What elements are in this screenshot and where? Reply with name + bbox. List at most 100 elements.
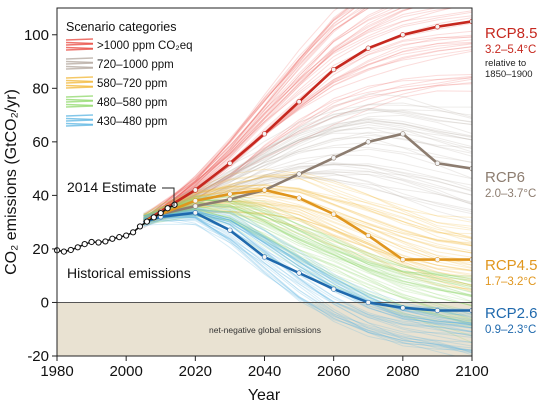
scenario-line	[143, 82, 472, 225]
scenario-line	[143, 114, 472, 219]
scenario-line	[143, 8, 350, 215]
x-axis: 1980 2000 2020 2040 2060 2080 2100	[40, 356, 489, 380]
scenario-line	[143, 208, 472, 306]
scenario-line	[143, 187, 472, 247]
scenario-line	[143, 199, 472, 289]
y-axis-title: CO₂ emissions (GtCO₂/yr)	[3, 89, 20, 275]
scenario-line	[143, 213, 472, 337]
scenario-line	[143, 8, 356, 222]
scenario-line	[143, 209, 472, 324]
legend-title: Scenario categories	[66, 20, 176, 34]
scenario-line	[143, 217, 472, 354]
rcp-range-label: 0.9–2.3°C	[485, 324, 536, 336]
historical-point	[143, 218, 151, 225]
series-point	[331, 155, 337, 161]
scenario-line	[143, 8, 361, 219]
x-tick-label: 2000	[109, 363, 142, 380]
scenario-line	[143, 207, 472, 313]
scenario-line	[143, 8, 348, 215]
scenario-line	[143, 216, 472, 353]
scenario-line	[143, 211, 472, 327]
scenario-line	[143, 218, 472, 343]
series-point	[296, 270, 302, 276]
scenario-line	[143, 212, 472, 356]
series-point	[469, 307, 472, 314]
historical-label: Historical emissions	[67, 265, 191, 281]
estimate-2014-pointer	[162, 187, 175, 206]
scenario-line	[143, 124, 472, 217]
y-tick-label: 80	[32, 80, 49, 97]
series-point	[331, 211, 337, 217]
scenario-line	[143, 8, 367, 220]
scenario-line	[143, 148, 472, 219]
historical-point	[164, 205, 171, 212]
scenario-line	[143, 184, 472, 239]
scenario-line	[143, 8, 414, 227]
scenario-line	[143, 209, 472, 316]
scenario-line	[143, 200, 472, 269]
series-point	[192, 203, 198, 209]
scenario-line	[143, 117, 472, 220]
scenario-line	[143, 176, 472, 235]
historical-point	[60, 248, 68, 255]
scenario-line	[143, 8, 390, 222]
scenario-line	[143, 209, 472, 286]
scenario-line	[143, 121, 472, 221]
scenario-line	[143, 219, 472, 352]
net-negative-region	[57, 302, 472, 356]
scenario-line	[143, 8, 439, 221]
scenario-line	[143, 217, 472, 351]
scenario-line	[143, 163, 472, 223]
scenario-line	[143, 215, 472, 326]
scenario-line	[143, 197, 472, 294]
scenario-line	[143, 118, 472, 219]
scenario-line	[143, 11, 472, 222]
scenario-line	[143, 200, 472, 303]
scenario-line	[143, 141, 472, 222]
scenario-line	[143, 8, 415, 221]
historical-point	[150, 214, 157, 221]
x-tick-label: 1980	[40, 363, 73, 380]
historical-point	[123, 232, 130, 239]
scenario-line	[143, 121, 472, 218]
historical-point	[74, 244, 81, 251]
legend-label: 480–580 ppm	[97, 97, 167, 109]
scenario-line	[143, 83, 472, 222]
rcp-name-label: RCP6	[485, 169, 525, 186]
historical-series	[53, 201, 178, 255]
x-tick-label: 2060	[317, 363, 350, 380]
scenario-line	[143, 187, 472, 239]
scenario-line	[143, 214, 472, 335]
rcp-range-label: 2.0–3.7°C	[485, 188, 536, 200]
scenario-line	[143, 200, 472, 271]
scenario-line	[143, 49, 472, 222]
scenario-line	[143, 210, 472, 288]
series-point	[365, 139, 371, 145]
series-point	[434, 307, 441, 314]
scenario-line	[143, 184, 472, 240]
scenario-line	[143, 8, 352, 220]
scenario-line	[143, 15, 472, 222]
scenario-line	[143, 202, 472, 277]
series-point	[434, 257, 441, 263]
scenario-line	[143, 118, 472, 221]
scenario-line	[143, 197, 472, 290]
scenario-line	[143, 8, 367, 226]
scenario-line	[143, 41, 472, 220]
series-point	[227, 227, 233, 233]
scenario-line	[143, 34, 472, 223]
rcp-name-label: RCP4.5	[485, 257, 538, 274]
scenario-line	[143, 183, 472, 244]
scenario-line	[143, 74, 472, 220]
x-tick-label: 2020	[179, 363, 212, 380]
scenario-line	[143, 50, 472, 226]
scenario-line	[143, 107, 472, 220]
series-point	[469, 257, 472, 263]
scenario-line	[143, 199, 472, 266]
scenario-line	[143, 8, 371, 217]
legend-label: >1000 ppm CO₂eq	[97, 40, 193, 52]
scenario-line	[143, 208, 472, 306]
legend-label: 580–720 ppm	[97, 78, 167, 90]
scenario-line	[143, 120, 472, 221]
